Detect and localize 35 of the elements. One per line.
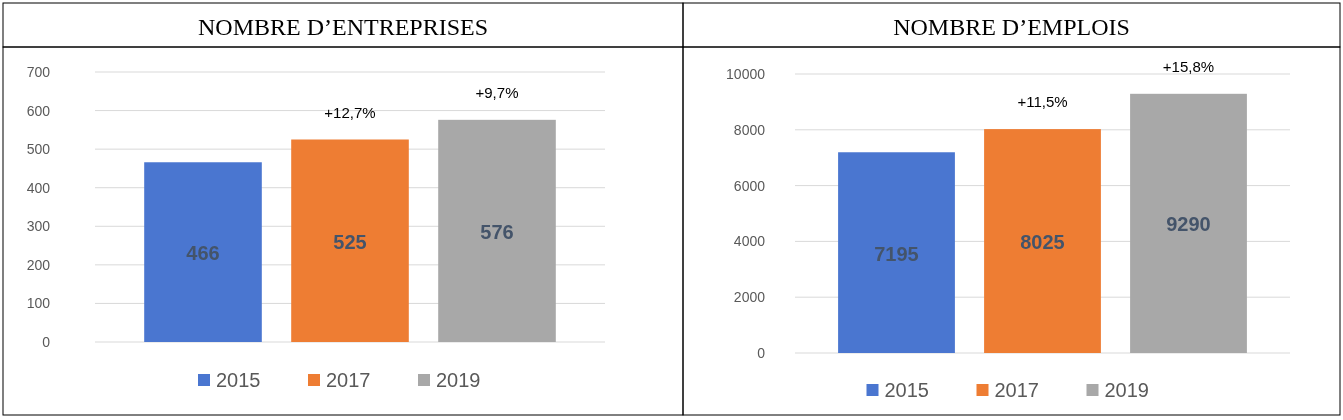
y-tick-label: 4000	[733, 233, 766, 250]
y-tick-label: 8000	[733, 121, 766, 138]
bar	[838, 152, 955, 353]
y-tick-label: 0	[42, 334, 51, 350]
legend-label: 2015	[216, 369, 261, 391]
y-tick-label: 500	[26, 141, 51, 158]
annotation: +9,7%	[475, 83, 519, 101]
y-tick-label: 300	[26, 218, 51, 235]
bar	[984, 129, 1101, 353]
bar	[1130, 93, 1247, 353]
y-tick-label: 6000	[733, 177, 766, 194]
data-label: 576	[480, 220, 514, 243]
chart-title: NOMBRE D’EMPLOIS	[893, 14, 1130, 40]
legend-label: 2017	[326, 369, 371, 391]
y-tick-label: 10000	[726, 66, 766, 82]
annotation: +12,7%	[324, 103, 376, 121]
legend-label: 2017	[994, 379, 1039, 401]
y-tick-label: 700	[26, 64, 51, 80]
data-label: 9290	[1166, 213, 1211, 236]
data-label: 8025	[1020, 231, 1065, 254]
legend-label: 2015	[884, 379, 929, 401]
y-tick-label: 200	[26, 256, 51, 273]
y-tick-label: 0	[757, 345, 766, 361]
legend-label: 2019	[1104, 379, 1149, 401]
legend-label: 2019	[436, 369, 481, 391]
annotation: +11,5%	[1017, 93, 1068, 111]
y-tick-label: 100	[26, 295, 51, 312]
chart-title: NOMBRE D’ENTREPRISES	[197, 14, 489, 40]
y-tick-label: 400	[26, 179, 51, 196]
data-label: 7195	[874, 242, 919, 265]
y-tick-label: 600	[26, 102, 51, 119]
data-label: 466	[186, 242, 220, 265]
y-tick-label: 2000	[733, 289, 766, 306]
data-label: 525	[333, 230, 367, 253]
annotation: +15,8%	[1162, 57, 1215, 75]
